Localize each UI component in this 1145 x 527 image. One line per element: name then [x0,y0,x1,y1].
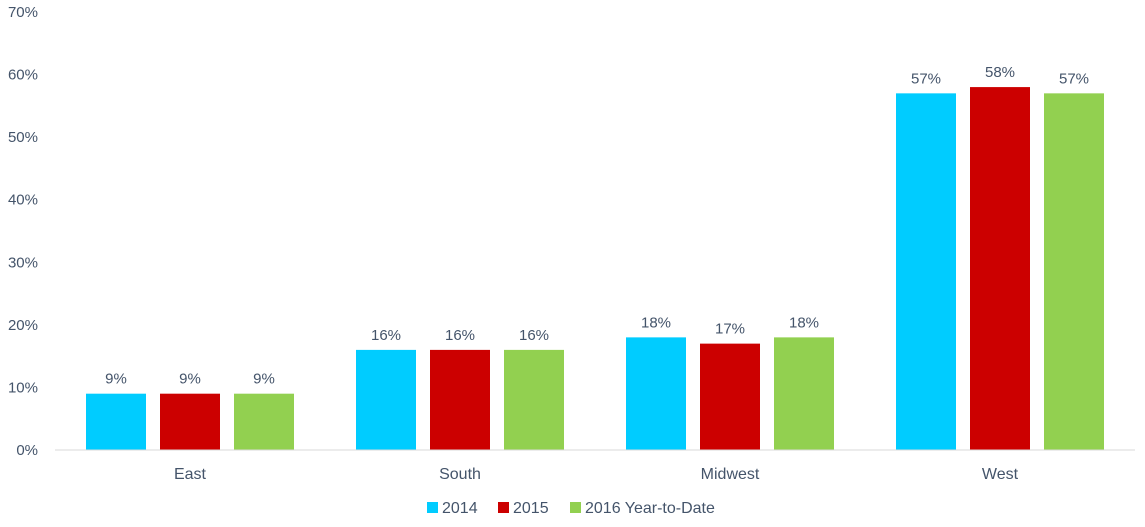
x-category-label: East [174,466,207,483]
y-tick-label: 10% [8,379,38,396]
y-tick-label: 70% [8,4,38,21]
y-tick-label: 30% [8,254,38,271]
legend-swatch [427,502,438,513]
legend: 2014 2015 2016 Year-to-Date [427,500,715,517]
y-tick-label: 40% [8,192,38,209]
bar-west-2015 [970,87,1030,450]
legend-swatch [570,502,581,513]
bar-south-2015 [430,349,490,450]
data-label: 9% [179,371,201,388]
y-tick-label: 0% [16,442,38,459]
data-label: 9% [253,371,275,388]
legend-label: 2014 [442,500,478,517]
y-tick-label: 20% [8,317,38,334]
bar-midwest-2015 [700,343,760,450]
legend-swatch [498,502,509,513]
data-label: 57% [911,70,941,87]
data-label: 16% [519,327,549,344]
bar-east-2015 [160,393,220,450]
y-axis: 0% 10% 20% 30% 40% 50% 60% 70% [8,4,38,459]
data-label: 16% [371,327,401,344]
bar-south-2014 [356,349,416,450]
bar-west-2016 [1044,93,1104,450]
data-label: 17% [715,321,745,338]
data-label: 18% [641,314,671,331]
bars-layer: 9% 9% 9% 16% 16% 16% 18% 17% 18% 57% 58% 57% [86,64,1104,450]
x-axis: East South Midwest West [174,466,1019,483]
data-label: 9% [105,371,127,388]
data-label: 58% [985,64,1015,81]
data-label: 16% [445,327,475,344]
bar-west-2014 [896,93,956,450]
bar-midwest-2016 [774,337,834,450]
bar-east-2016 [234,393,294,450]
bar-midwest-2014 [626,337,686,450]
x-category-label: Midwest [701,466,760,483]
bar-south-2016 [504,349,564,450]
data-label: 57% [1059,70,1089,87]
x-category-label: West [982,466,1019,483]
bar-east-2014 [86,393,146,450]
legend-label: 2015 [513,500,549,517]
x-category-label: South [439,466,481,483]
data-label: 18% [789,314,819,331]
legend-label: 2016 Year-to-Date [585,500,715,517]
y-tick-label: 60% [8,67,38,84]
y-tick-label: 50% [8,129,38,146]
